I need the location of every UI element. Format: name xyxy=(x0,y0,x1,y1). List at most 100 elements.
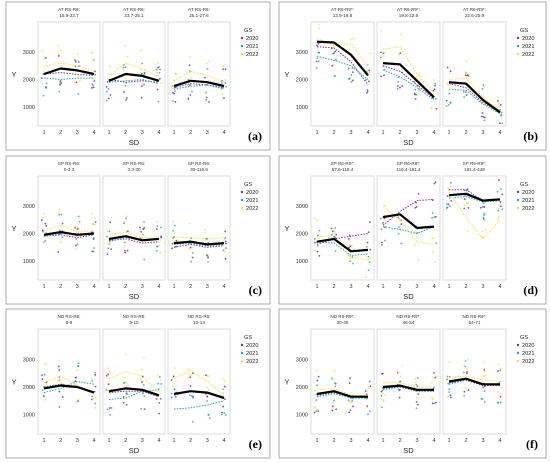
scatter-point xyxy=(225,242,227,245)
scatter-point xyxy=(109,94,112,96)
scatter-point xyxy=(499,395,502,398)
scatter-point xyxy=(91,83,94,85)
scatter-point xyxy=(382,52,385,55)
scatter-point xyxy=(365,406,368,409)
scatter-point xyxy=(191,246,194,249)
scatter-point xyxy=(368,69,371,72)
subplot-title: ND R6-R9*: xyxy=(396,314,420,319)
scatter-point xyxy=(383,239,386,242)
panel-label: (a) xyxy=(248,129,262,143)
scatter-point xyxy=(41,389,44,391)
series-line-2021 xyxy=(382,69,435,101)
scatter-point xyxy=(77,362,80,364)
scatter-point xyxy=(397,216,399,219)
x-tick-label: 3 xyxy=(141,438,144,444)
scatter-point xyxy=(204,374,207,377)
scatter-point xyxy=(224,68,227,71)
scatter-point xyxy=(380,75,382,78)
scatter-point xyxy=(366,70,368,72)
scatter-point xyxy=(91,250,94,253)
scatter-point xyxy=(380,394,383,397)
scatter-point xyxy=(109,414,112,416)
scatter-point xyxy=(106,235,109,238)
scatter-point xyxy=(447,89,450,92)
scatter-point xyxy=(334,236,337,239)
scatter-point xyxy=(122,401,125,404)
scatter-point xyxy=(313,389,316,392)
scatter-point xyxy=(44,239,47,242)
scatter-point xyxy=(434,215,437,218)
scatter-point xyxy=(435,98,437,100)
scatter-point xyxy=(223,412,226,415)
panel-frame xyxy=(5,155,271,305)
scatter-point xyxy=(398,396,401,399)
scatter-point xyxy=(40,77,43,79)
scatter-point xyxy=(172,229,174,232)
y-axis-label: Y xyxy=(284,70,289,79)
x-tick-label: 1 xyxy=(107,284,110,290)
scatter-point xyxy=(140,230,143,233)
scatter-point xyxy=(417,393,420,396)
scatter-point xyxy=(41,374,43,377)
subplot-title: 25.1-27.6 xyxy=(189,13,209,18)
scatter-point xyxy=(501,208,504,211)
scatter-point xyxy=(499,367,502,370)
scatter-point xyxy=(92,238,95,241)
scatter-point xyxy=(347,48,350,51)
scatter-point xyxy=(331,405,334,408)
scatter-point xyxy=(432,89,435,92)
scatter-point xyxy=(446,377,449,380)
scatter-point xyxy=(316,244,319,247)
scatter-point xyxy=(224,380,227,383)
scatter-point xyxy=(207,413,210,416)
scatter-point xyxy=(76,369,78,371)
scatter-point xyxy=(415,206,418,208)
scatter-point xyxy=(450,200,453,202)
mean-line xyxy=(43,384,95,394)
scatter-point xyxy=(350,80,353,83)
scatter-point xyxy=(93,59,95,62)
scatter-point xyxy=(140,407,143,410)
scatter-point xyxy=(94,223,97,226)
legend-entry: 2021 xyxy=(522,351,534,357)
x-tick-label: 4 xyxy=(92,438,95,444)
mean-line xyxy=(173,390,225,400)
x-axis-label: SD xyxy=(403,292,414,301)
scatter-point xyxy=(483,368,486,371)
scatter-point xyxy=(482,84,485,87)
scatter-point xyxy=(433,402,436,405)
legend-entry: 2021 xyxy=(522,44,534,50)
scatter-point xyxy=(413,92,416,95)
x-tick-label: 4 xyxy=(432,130,435,136)
scatter-point xyxy=(170,392,173,395)
scatter-point xyxy=(75,228,78,230)
scatter-point xyxy=(499,203,502,206)
scatter-point xyxy=(318,229,321,232)
subplot-box xyxy=(102,21,166,127)
x-tick-label: 3 xyxy=(76,284,79,290)
scatter-point xyxy=(367,385,370,388)
scatter-point xyxy=(224,78,227,81)
series-line-2022 xyxy=(383,382,434,388)
series-line-2022 xyxy=(448,77,501,112)
scatter-point xyxy=(369,257,372,260)
scatter-point xyxy=(447,382,450,385)
x-tick-label: 2 xyxy=(59,438,62,444)
scatter-point xyxy=(59,82,62,85)
x-tick-label: 3 xyxy=(349,284,352,290)
scatter-point xyxy=(331,377,333,380)
scatter-point xyxy=(94,371,97,374)
legend-entry: 2020 xyxy=(246,36,258,42)
subplot-title: ND R6-R9*: xyxy=(330,314,354,319)
scatter-point xyxy=(367,258,370,261)
scatter-point xyxy=(483,212,486,215)
scatter-point xyxy=(365,91,368,94)
series-line-2022 xyxy=(108,231,160,239)
y-axis-label: Y xyxy=(284,378,289,387)
scatter-point xyxy=(205,99,208,101)
scatter-point xyxy=(122,396,125,398)
subplot-2: ND R6-R9*:46-54 1 2 3 4 xyxy=(376,314,441,444)
legend-marker xyxy=(240,351,244,355)
scatter-point xyxy=(467,389,470,391)
series-line-2020 xyxy=(382,198,435,226)
